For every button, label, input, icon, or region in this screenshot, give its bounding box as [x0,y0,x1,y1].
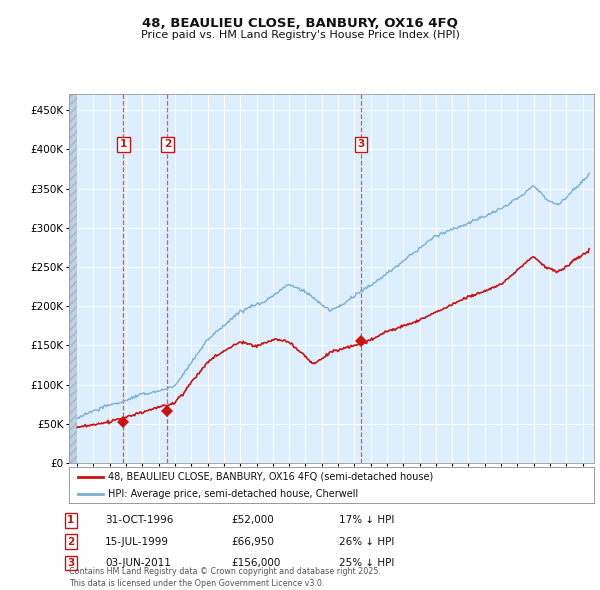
Text: HPI: Average price, semi-detached house, Cherwell: HPI: Average price, semi-detached house,… [109,489,359,499]
Text: 26% ↓ HPI: 26% ↓ HPI [339,537,394,546]
Text: 1: 1 [67,516,74,525]
Text: £156,000: £156,000 [231,558,280,568]
Text: 03-JUN-2011: 03-JUN-2011 [105,558,171,568]
Text: Contains HM Land Registry data © Crown copyright and database right 2025.
This d: Contains HM Land Registry data © Crown c… [69,567,381,588]
Bar [69,94,77,463]
Text: 15-JUL-1999: 15-JUL-1999 [105,537,169,546]
Text: 17% ↓ HPI: 17% ↓ HPI [339,516,394,525]
Text: 48, BEAULIEU CLOSE, BANBURY, OX16 4FQ: 48, BEAULIEU CLOSE, BANBURY, OX16 4FQ [142,17,458,30]
Text: 48, BEAULIEU CLOSE, BANBURY, OX16 4FQ (semi-detached house): 48, BEAULIEU CLOSE, BANBURY, OX16 4FQ (s… [109,472,434,482]
Text: 1: 1 [119,139,127,149]
Text: 31-OCT-1996: 31-OCT-1996 [105,516,173,525]
Text: Price paid vs. HM Land Registry's House Price Index (HPI): Price paid vs. HM Land Registry's House … [140,30,460,40]
Text: £52,000: £52,000 [231,516,274,525]
Text: 2: 2 [164,139,171,149]
Text: 3: 3 [358,139,365,149]
Text: 2: 2 [67,537,74,546]
Text: £66,950: £66,950 [231,537,274,546]
Text: 3: 3 [67,558,74,568]
Text: 25% ↓ HPI: 25% ↓ HPI [339,558,394,568]
